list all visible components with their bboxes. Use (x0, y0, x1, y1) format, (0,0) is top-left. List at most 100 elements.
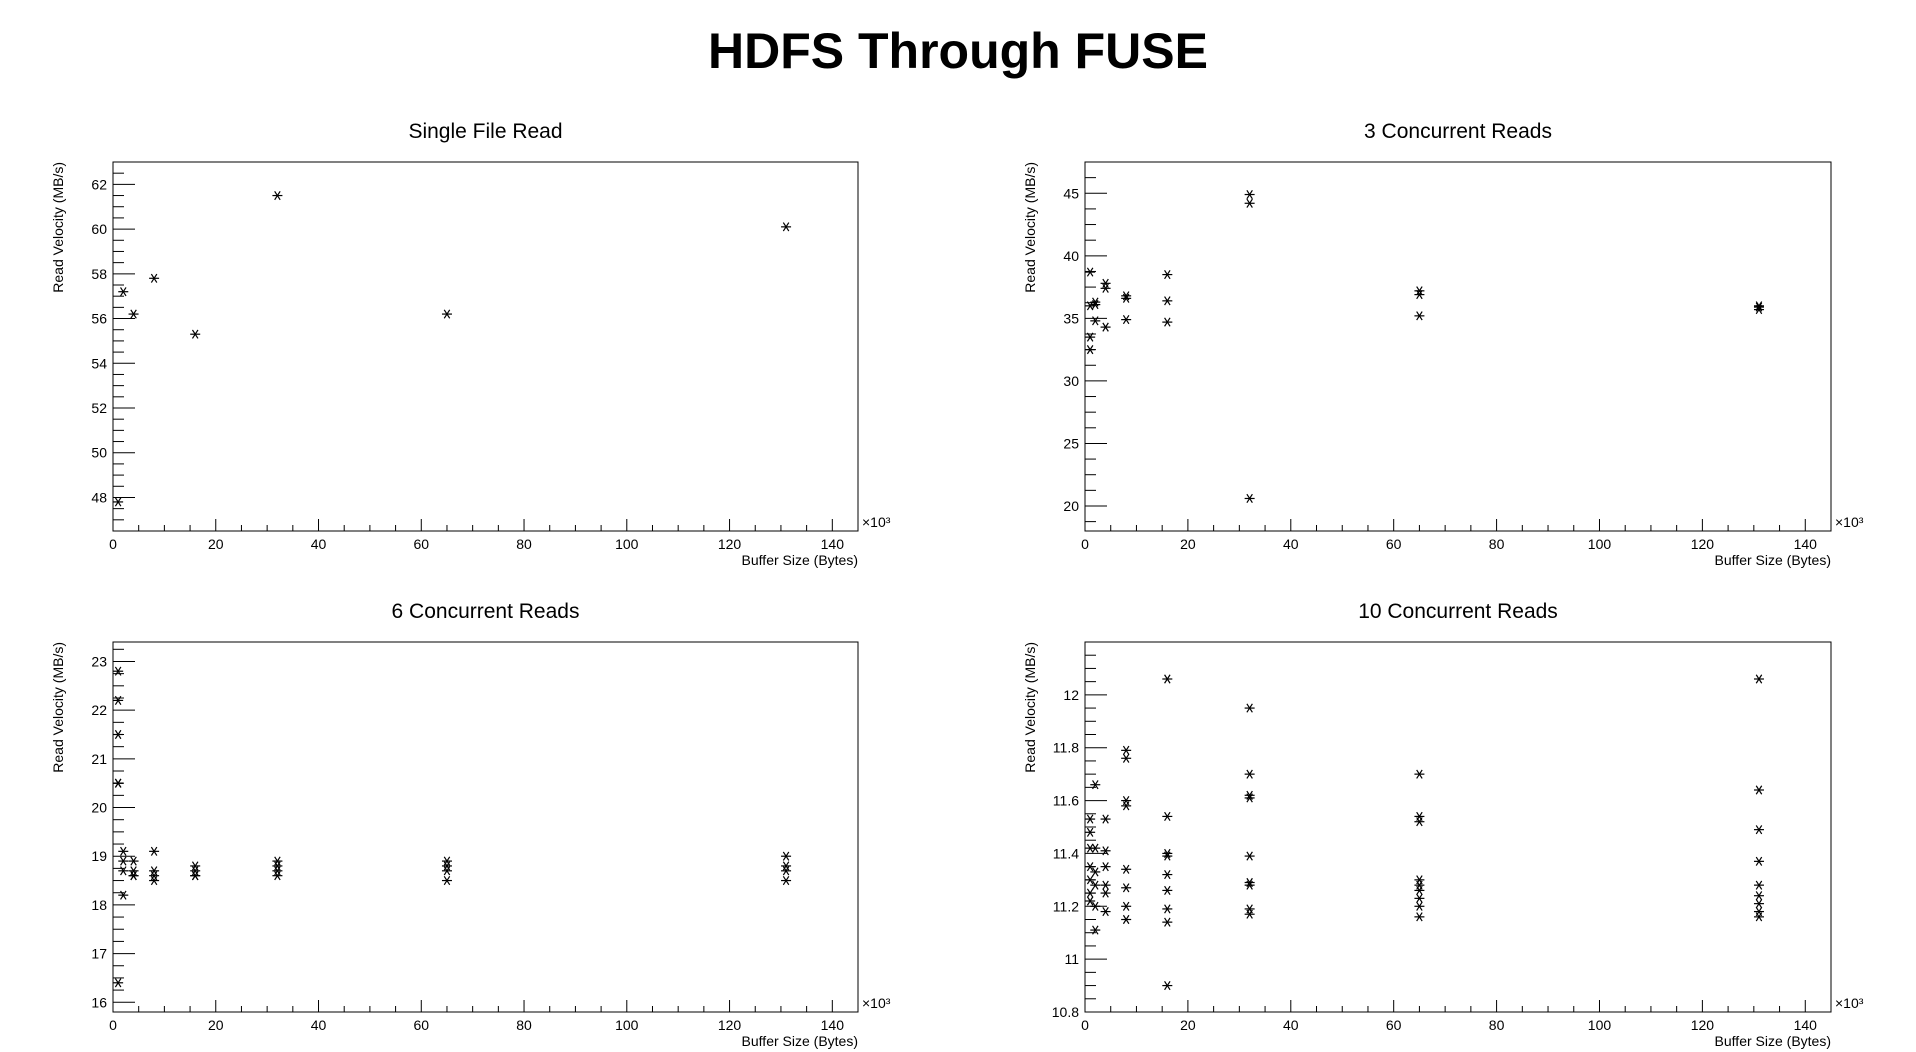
y-tick-label: 48 (91, 489, 107, 505)
data-point (1100, 814, 1111, 824)
data-point-stroke (782, 875, 790, 886)
data-point (781, 222, 792, 232)
data-point-stroke (1086, 875, 1094, 885)
x-tick-label: 40 (311, 536, 327, 552)
data-point-stroke (1164, 917, 1171, 927)
data-point (128, 856, 139, 866)
data-point (1414, 290, 1425, 300)
data-point (1753, 906, 1764, 917)
data-point (113, 497, 124, 507)
data-point (1100, 906, 1111, 917)
data-point (1121, 795, 1132, 806)
data-point-stroke (1755, 674, 1763, 684)
data-point-stroke (1164, 811, 1171, 822)
chart-panel-2: 3 Concurrent Reads 0 20 40 60 80 100 120 140 20 25… (1022, 120, 1864, 568)
data-point (1753, 912, 1764, 922)
data-point-stroke (1416, 769, 1423, 779)
data-point (1753, 899, 1764, 909)
data-point-stroke (1092, 925, 1099, 935)
data-point-stroke (1092, 867, 1099, 877)
data-point-stroke (1164, 296, 1171, 306)
chart-title: 10 Concurrent Reads (1358, 600, 1558, 623)
data-point (1121, 883, 1132, 893)
data-point-stroke (130, 309, 137, 319)
data-point (272, 190, 283, 201)
chart-panel-1: Single File Read 0 20 40 60 80 100 120 140 48 50 52… (50, 120, 891, 568)
data-point (1121, 914, 1132, 925)
x-axis-label: Buffer Size (Bytes) (1715, 552, 1831, 568)
data-point-stroke (1755, 899, 1763, 909)
data-point-stroke (782, 851, 790, 861)
y-tick-label: 20 (1063, 498, 1079, 514)
data-point-stroke (1246, 703, 1253, 713)
y-axis-label: Read Velocity (MB/s) (50, 162, 66, 293)
data-point (1162, 811, 1173, 822)
data-point-stroke (114, 497, 122, 507)
data-point-stroke (1122, 745, 1130, 755)
data-point (1162, 980, 1173, 991)
data-point (272, 871, 283, 881)
data-point-stroke (1246, 189, 1253, 200)
data-point (1753, 856, 1764, 866)
x-tick-label: 0 (109, 536, 117, 552)
data-point (272, 861, 283, 871)
x-tick-label: 80 (1489, 1017, 1505, 1033)
data-point (113, 695, 124, 705)
data-point-stroke (1086, 862, 1094, 872)
data-point (1414, 893, 1425, 903)
data-point-stroke (114, 978, 122, 988)
y-tick-label: 62 (91, 176, 107, 192)
data-point (1753, 305, 1764, 315)
y-tick-label: 60 (91, 221, 107, 237)
data-point (1085, 862, 1096, 872)
data-point (1244, 880, 1255, 890)
y-tick-label: 25 (1063, 435, 1079, 451)
data-point (118, 866, 129, 876)
y-tick-label: 11.8 (1053, 740, 1079, 756)
data-point (1162, 674, 1173, 684)
data-point-stroke (443, 875, 451, 886)
data-point-stroke (782, 222, 790, 232)
data-point (190, 866, 201, 876)
plot-frame (1084, 641, 1832, 1013)
data-point-stroke (1086, 896, 1094, 906)
data-point (1753, 825, 1764, 835)
y-axis-label: Read Velocity (MB/s) (1022, 642, 1038, 773)
x-axis-label: Buffer Size (Bytes) (742, 1033, 858, 1049)
chart-panel-4: 10 Concurrent Reads 0 20 40 60 80 100 120 140 10.… (1022, 600, 1864, 1049)
data-point (1162, 917, 1173, 927)
data-point (1090, 843, 1101, 853)
data-point-stroke (1086, 267, 1094, 277)
data-point-stroke (1102, 906, 1109, 917)
data-point (441, 856, 452, 866)
data-point (190, 329, 201, 339)
data-point-stroke (150, 846, 158, 856)
data-point-stroke (1102, 846, 1109, 856)
y-tick-label: 30 (1063, 373, 1079, 389)
chart-title: 6 Concurrent Reads (392, 600, 580, 623)
data-point (1090, 867, 1101, 877)
data-point-stroke (1416, 885, 1423, 896)
data-point-stroke (1092, 316, 1099, 326)
data-point (781, 875, 792, 886)
data-point-stroke (1122, 901, 1130, 911)
data-point-stroke (1416, 893, 1423, 903)
x-tick-label: 40 (1283, 536, 1299, 552)
data-point (272, 866, 283, 876)
data-point-stroke (1416, 912, 1423, 922)
data-point (1100, 888, 1111, 898)
x-tick-label: 100 (615, 1017, 639, 1033)
data-point-stroke (1755, 856, 1763, 866)
data-point-stroke (1246, 851, 1253, 861)
data-point (441, 866, 452, 876)
data-point-stroke (1164, 980, 1171, 991)
y-tick-label: 50 (91, 445, 107, 461)
data-point-stroke (1755, 891, 1763, 901)
data-point-stroke (1755, 825, 1763, 835)
data-point (1414, 901, 1425, 911)
x-tick-label: 20 (1180, 536, 1196, 552)
data-point (1244, 703, 1255, 713)
data-point (1162, 270, 1173, 280)
data-point-stroke (1164, 885, 1171, 896)
plot-frame (112, 641, 859, 1013)
